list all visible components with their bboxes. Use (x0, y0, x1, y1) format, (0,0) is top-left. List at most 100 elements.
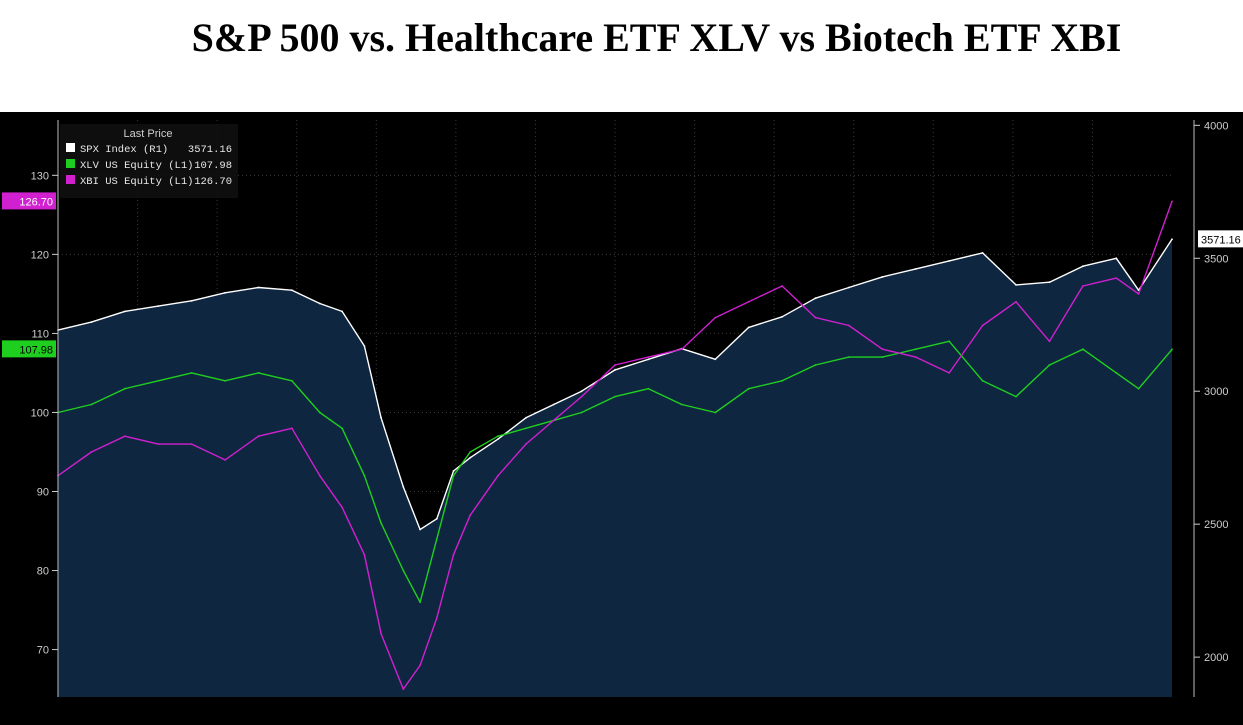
data-point-xlv (948, 340, 950, 342)
data-point-xbi (748, 301, 750, 303)
data-point-xlv (341, 427, 343, 429)
data-point-xlv (915, 348, 917, 350)
right-axis-tick-label: 2000 (1204, 652, 1228, 664)
data-point-spx (419, 529, 421, 531)
data-point-spx (191, 300, 193, 302)
data-point-xlv (525, 427, 527, 429)
data-point-spx (982, 252, 984, 254)
data-point-xbi (648, 356, 650, 358)
left-axis-tick-label: 80 (37, 566, 49, 578)
data-point-xlv (497, 435, 499, 437)
data-point-xbi (1115, 277, 1117, 279)
data-point-xlv (1015, 396, 1017, 398)
right-axis-tick-label: 3500 (1204, 253, 1228, 265)
data-point-xlv (848, 356, 850, 358)
data-point-xbi (1049, 340, 1051, 342)
data-point-xlv (402, 570, 404, 572)
legend-label: XBI US Equity (L1) (80, 176, 193, 188)
spx-area-fill (58, 239, 1172, 697)
data-point-xbi (815, 317, 817, 319)
right-axis-tick-label: 3000 (1204, 386, 1228, 398)
data-point-xbi (380, 633, 382, 635)
data-point-xbi (157, 443, 159, 445)
data-point-xbi (453, 554, 455, 556)
data-point-xbi (191, 443, 193, 445)
data-point-spx (648, 358, 650, 360)
data-point-xlv (581, 412, 583, 414)
chart-panel: 70 80 90 100 110 120 130 2000 2500 3000 3500 4000 L… (0, 112, 1243, 725)
data-point-xbi (402, 688, 404, 690)
data-point-spx (781, 316, 783, 318)
data-point-xlv (1049, 364, 1051, 366)
left-axis-tick-label: 70 (37, 645, 49, 657)
data-point-xbi (224, 459, 226, 461)
data-point-xlv (815, 364, 817, 366)
data-point-xlv (364, 475, 366, 477)
data-point-spx (469, 457, 471, 459)
legend-swatch (66, 143, 75, 152)
data-point-xlv (1138, 388, 1140, 390)
right-axis-tick-label: 4000 (1204, 120, 1228, 132)
data-point-xbi (91, 451, 93, 453)
data-point-spx (714, 358, 716, 360)
data-point-spx (436, 518, 438, 520)
data-point-spx (291, 289, 293, 291)
data-point-spx (402, 486, 404, 488)
legend-swatch (66, 175, 75, 184)
data-point-xbi (882, 348, 884, 350)
data-point-spx (258, 287, 260, 289)
data-point-xbi (581, 396, 583, 398)
data-point-xbi (419, 665, 421, 667)
legend-header: Last Price (124, 128, 173, 140)
data-point-xbi (781, 285, 783, 287)
data-point-xlv (380, 522, 382, 524)
data-point-xbi (553, 420, 555, 422)
data-point-xlv (1171, 349, 1173, 351)
data-point-xbi (291, 427, 293, 429)
data-point-spx (882, 276, 884, 278)
data-point-spx (341, 311, 343, 313)
data-point-xlv (1115, 372, 1117, 374)
data-point-spx (748, 327, 750, 329)
data-point-xlv (224, 380, 226, 382)
legend-value: 107.98 (194, 160, 232, 172)
data-point-spx (948, 260, 950, 262)
data-point-xlv (469, 451, 471, 453)
legend-value: 3571.16 (188, 144, 232, 156)
data-point-xbi (614, 364, 616, 366)
data-point-spx (553, 404, 555, 406)
data-point-xbi (714, 317, 716, 319)
data-point-xlv (436, 538, 438, 540)
data-point-spx (1082, 265, 1084, 267)
data-point-xlv (419, 601, 421, 603)
xbi-badge: 126.70 (19, 196, 53, 208)
data-point-xbi (1171, 201, 1173, 203)
data-point-xbi (497, 475, 499, 477)
data-point-xbi (341, 506, 343, 508)
left-axis-tick-label: 90 (37, 486, 49, 498)
data-point-xlv (648, 388, 650, 390)
data-point-xlv (1082, 348, 1084, 350)
data-point-xbi (1082, 285, 1084, 287)
data-point-xlv (124, 388, 126, 390)
data-point-xbi (124, 435, 126, 437)
data-point-xbi (436, 617, 438, 619)
data-point-xlv (781, 380, 783, 382)
legend: Last Price SPX Index (R1) 3571.16 XLV US E… (60, 124, 238, 198)
data-point-spx (614, 369, 616, 371)
data-point-xlv (157, 380, 159, 382)
data-point-spx (1015, 284, 1017, 286)
data-point-xlv (748, 388, 750, 390)
data-point-xlv (681, 404, 683, 406)
data-point-spx (380, 417, 382, 419)
data-point-xbi (982, 325, 984, 327)
left-axis-tick-label: 110 (31, 328, 49, 340)
data-point-xbi (469, 514, 471, 516)
data-point-xbi (1015, 301, 1017, 303)
data-point-spx (848, 287, 850, 289)
data-point-spx (1049, 281, 1051, 283)
right-axis-tick-label: 2500 (1204, 519, 1228, 531)
line-chart: 70 80 90 100 110 120 130 2000 2500 3000 3500 4000 L… (0, 112, 1243, 725)
legend-label: XLV US Equity (L1) (80, 160, 193, 172)
data-point-xbi (848, 325, 850, 327)
